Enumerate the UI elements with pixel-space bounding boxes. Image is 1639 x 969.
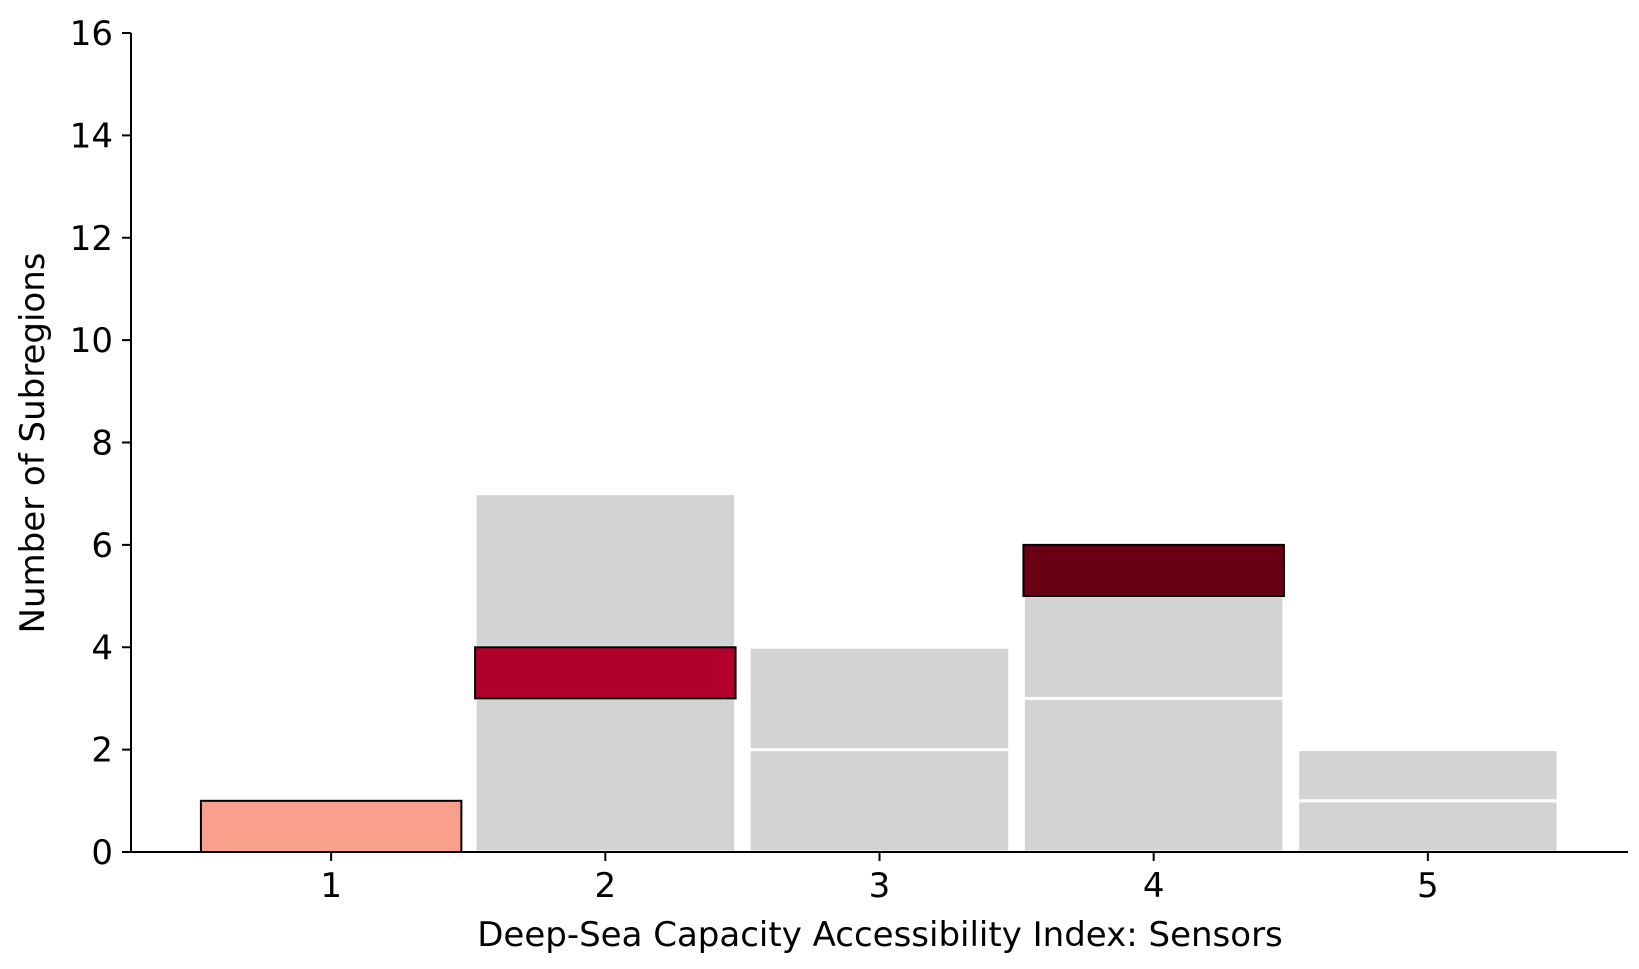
x-axis-title: Deep-Sea Capacity Accessibility Index: S… — [477, 915, 1283, 955]
bar-segment — [747, 645, 1012, 752]
highlighted-bar-segment — [474, 646, 737, 700]
x-tick-label: 2 — [595, 866, 617, 906]
bar-segment — [1296, 748, 1560, 803]
highlighted-bar-segment — [1022, 543, 1285, 598]
x-tick-label: 5 — [1417, 866, 1439, 906]
y-tick-label: 0 — [91, 833, 113, 873]
y-tick-label: 8 — [91, 424, 113, 464]
bar-segment — [1296, 799, 1560, 854]
y-tick-label: 14 — [70, 116, 113, 156]
x-tick-label: 4 — [1143, 866, 1165, 906]
y-axis-ticks: 0 2 4 6 8 10 12 14 16 — [70, 14, 131, 873]
y-tick-label: 12 — [70, 219, 113, 259]
y-tick-label: 2 — [91, 731, 113, 771]
bar-segment — [1021, 696, 1286, 854]
y-axis-title: Number of Subregions — [13, 253, 53, 634]
bars-group — [199, 492, 1560, 854]
x-tick-label: 1 — [320, 866, 342, 906]
y-tick-label: 6 — [91, 526, 113, 566]
highlighted-bar-segment — [199, 799, 463, 853]
bar-segment — [1021, 594, 1286, 700]
bar-segment — [473, 492, 738, 649]
bar-segment — [473, 696, 738, 854]
bar-segment — [747, 748, 1012, 854]
y-tick-label: 4 — [91, 628, 113, 668]
y-tick-label: 10 — [70, 321, 113, 361]
x-axis-ticks: 1 2 3 4 5 — [320, 852, 1439, 906]
x-tick-label: 3 — [869, 866, 891, 906]
y-tick-label: 16 — [70, 14, 113, 54]
